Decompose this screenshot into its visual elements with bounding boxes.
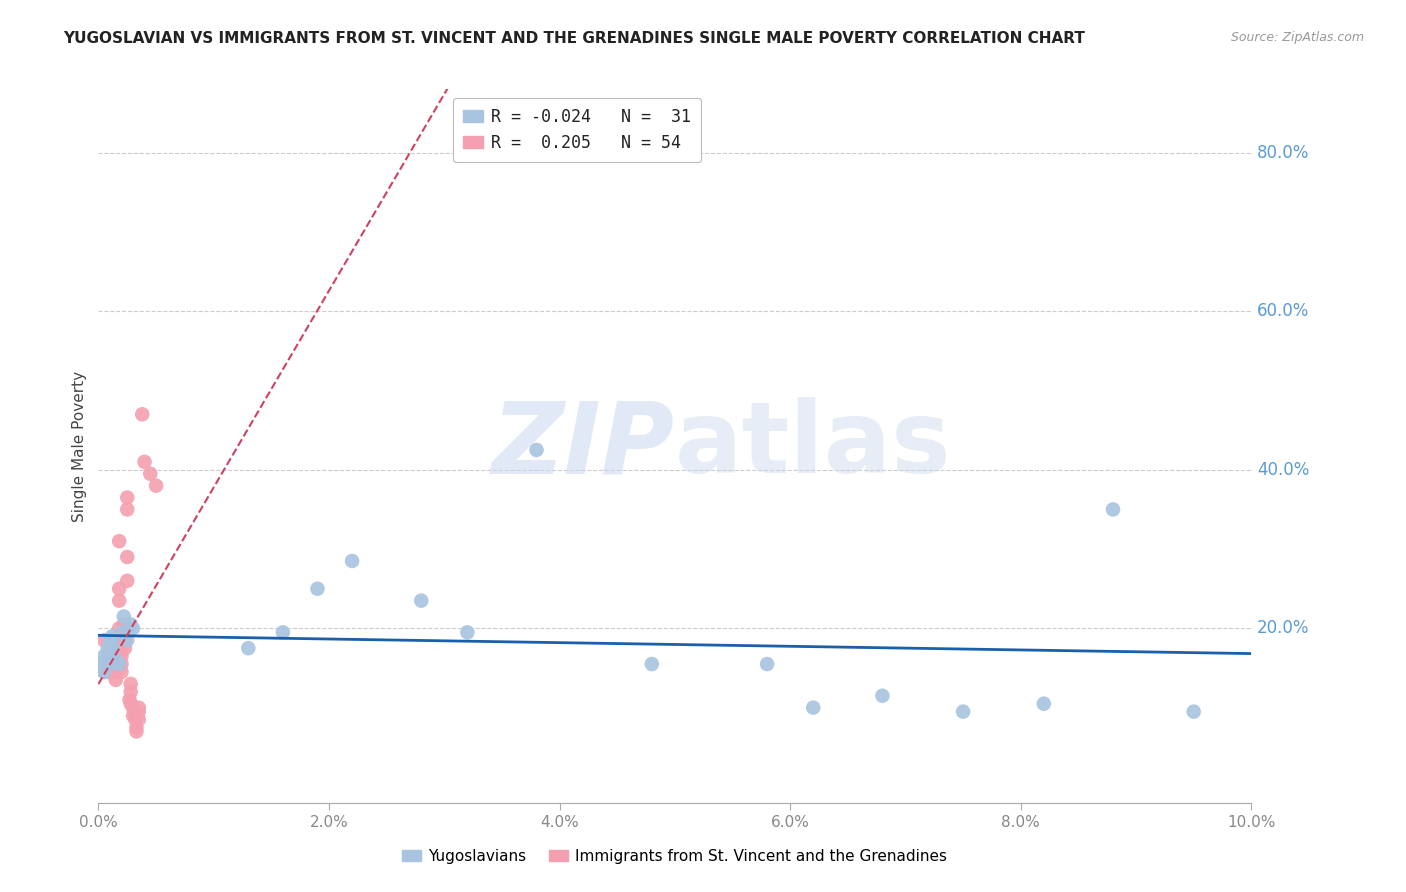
Point (108, 657, 131, 671)
Point (271, 625, 294, 640)
Point (114, 641, 136, 656)
Point (98, 633, 121, 648)
Point (952, 705, 974, 719)
Point (108, 534, 131, 549)
Point (756, 657, 779, 671)
Point (101, 657, 124, 671)
Point (307, 582, 329, 596)
Point (108, 621, 131, 635)
Point (124, 705, 146, 719)
Point (117, 633, 138, 648)
Point (1032, 697, 1054, 711)
Point (104, 673, 127, 687)
Point (107, 649, 129, 664)
Text: 60.0%: 60.0% (1257, 302, 1309, 320)
Point (128, 700, 150, 714)
Text: 20.0%: 20.0% (1257, 619, 1309, 638)
Point (93, 665, 115, 679)
Point (125, 721, 148, 735)
Point (125, 724, 148, 739)
Point (122, 708, 145, 723)
Point (145, 478, 167, 492)
Point (112, 617, 135, 632)
Point (124, 713, 146, 727)
Point (108, 593, 131, 607)
Point (110, 633, 132, 648)
Point (139, 467, 162, 481)
Point (97, 657, 120, 671)
Point (105, 653, 128, 667)
Point (120, 685, 142, 699)
Point (110, 641, 132, 656)
Point (96, 653, 118, 667)
Point (128, 705, 150, 719)
Point (104, 657, 127, 671)
Point (107, 657, 129, 671)
Point (93, 649, 115, 664)
Point (97, 653, 120, 667)
Point (801, 700, 824, 714)
Point (456, 625, 478, 640)
Point (110, 665, 132, 679)
Point (340, 554, 363, 568)
Point (110, 649, 132, 664)
Point (98, 645, 121, 659)
Point (872, 689, 894, 703)
Point (114, 633, 136, 648)
Point (118, 692, 141, 706)
Point (104, 653, 127, 667)
Point (90, 657, 112, 671)
Point (112, 609, 135, 624)
Point (1102, 502, 1125, 516)
Point (104, 641, 127, 656)
Point (103, 641, 125, 656)
Point (101, 665, 124, 679)
Text: YUGOSLAVIAN VS IMMIGRANTS FROM ST. VINCENT AND THE GRENADINES SINGLE MALE POVERT: YUGOSLAVIAN VS IMMIGRANTS FROM ST. VINCE… (63, 31, 1085, 46)
Point (98, 653, 121, 667)
Text: Source: ZipAtlas.com: Source: ZipAtlas.com (1230, 31, 1364, 45)
Point (110, 657, 132, 671)
Text: 40.0%: 40.0% (1257, 461, 1309, 479)
Point (120, 617, 142, 632)
Point (93, 633, 115, 648)
Point (134, 455, 156, 469)
Point (131, 407, 153, 421)
Point (103, 641, 125, 656)
Point (117, 502, 138, 516)
Point (117, 549, 138, 564)
Point (641, 657, 664, 671)
Point (98, 657, 121, 671)
Text: atlas: atlas (675, 398, 952, 494)
Point (526, 442, 548, 457)
Point (93, 665, 115, 679)
Point (98, 661, 121, 675)
Point (90, 657, 112, 671)
Text: ZIP: ZIP (492, 398, 675, 494)
Point (101, 629, 124, 643)
Point (104, 653, 127, 667)
Point (120, 697, 142, 711)
Point (117, 491, 138, 505)
Point (112, 625, 135, 640)
Point (117, 574, 138, 588)
Point (411, 593, 433, 607)
Point (97, 665, 120, 679)
Text: 80.0%: 80.0% (1257, 144, 1309, 161)
Legend: Yugoslavians, Immigrants from St. Vincent and the Grenadines: Yugoslavians, Immigrants from St. Vincen… (396, 843, 953, 870)
Point (97, 641, 120, 656)
Point (108, 582, 131, 596)
Point (238, 641, 260, 656)
Point (122, 700, 145, 714)
Point (1182, 705, 1205, 719)
Point (104, 665, 127, 679)
Point (128, 713, 150, 727)
Y-axis label: Single Male Poverty: Single Male Poverty (72, 370, 87, 522)
Point (110, 625, 132, 640)
Point (122, 621, 145, 635)
Point (120, 677, 142, 691)
